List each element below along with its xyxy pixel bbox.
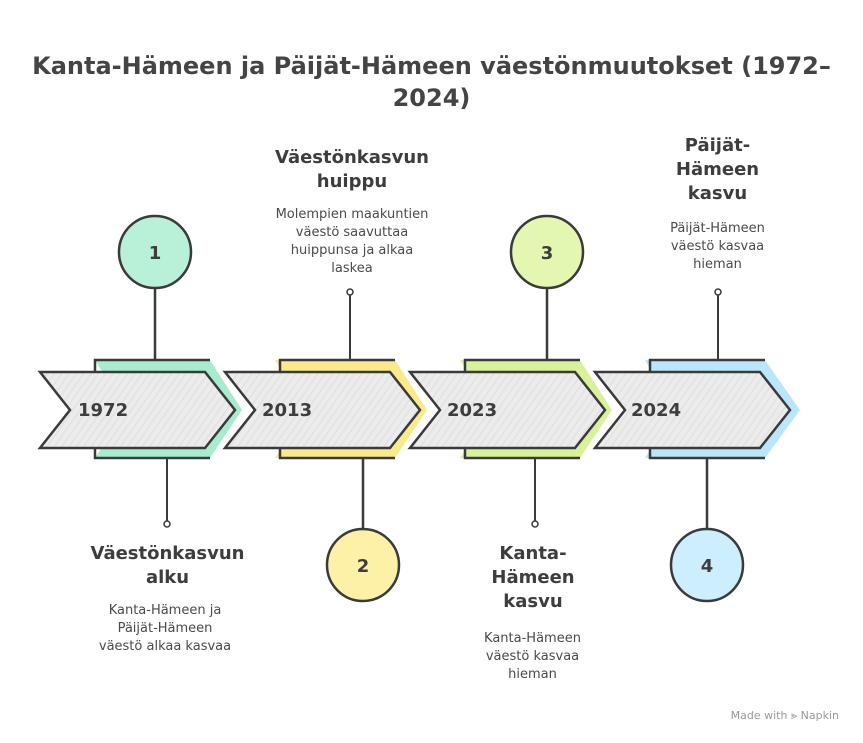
step-number-2: 2 (357, 556, 370, 577)
step-title-1: Väestönkasvun alku (90, 543, 245, 588)
connector-2 (346, 288, 365, 528)
year-label-2013: 2013 (262, 400, 312, 421)
connector-3 (531, 288, 549, 528)
step-title-2: Väestönkasvun huippu (275, 147, 429, 192)
step-marker-3: 3 (509, 214, 585, 290)
step-number-1: 1 (149, 243, 162, 264)
step-number-4: 4 (701, 556, 714, 577)
brand-label: Napkin (800, 709, 839, 722)
year-label-1972: 1972 (78, 400, 128, 421)
timeline-segment-3: 2023 (407, 358, 612, 460)
made-with-label: Made with (730, 709, 788, 722)
step-description-2: Molempien maakuntien väestö saavuttaa hu… (275, 207, 429, 276)
step-description-4: Päijät-Hämeen väestö kasvaa hieman (670, 221, 765, 272)
year-label-2024: 2024 (631, 400, 681, 421)
step-marker-4: 4 (669, 527, 745, 603)
step-title-4: Päijät-Hämeen kasvu (675, 135, 760, 204)
timeline-segment-2: 2013 (222, 358, 427, 460)
timeline-segment-4: 2024 (592, 358, 800, 460)
step-title-3: Kanta-Hämeen kasvu (491, 543, 575, 612)
step-description-3: Kanta-Hämeen väestö kasvaa hieman (484, 631, 581, 682)
segment-1-arrow (37, 370, 237, 450)
step-marker-1: 1 (117, 214, 193, 290)
step-marker-2: 2 (325, 527, 401, 603)
napkin-logo-icon: ⪢ (790, 709, 798, 722)
segment-3-arrow (407, 370, 607, 450)
segment-2-arrow (222, 370, 422, 450)
segment-4-arrow (592, 370, 792, 450)
page-title: Kanta-Hämeen ja Päijät-Hämeen väestönmuu… (32, 52, 831, 112)
step-number-3: 3 (541, 243, 554, 264)
timeline-segment-1: 1972 (37, 358, 242, 460)
year-label-2023: 2023 (447, 400, 497, 421)
connector-4 (705, 288, 722, 528)
step-description-1: Kanta-Hämeen ja Päijät-Hämeen väestö alk… (98, 603, 232, 654)
footer-credit: Made with ⪢ Napkin (731, 709, 839, 723)
connector-1 (153, 288, 171, 528)
